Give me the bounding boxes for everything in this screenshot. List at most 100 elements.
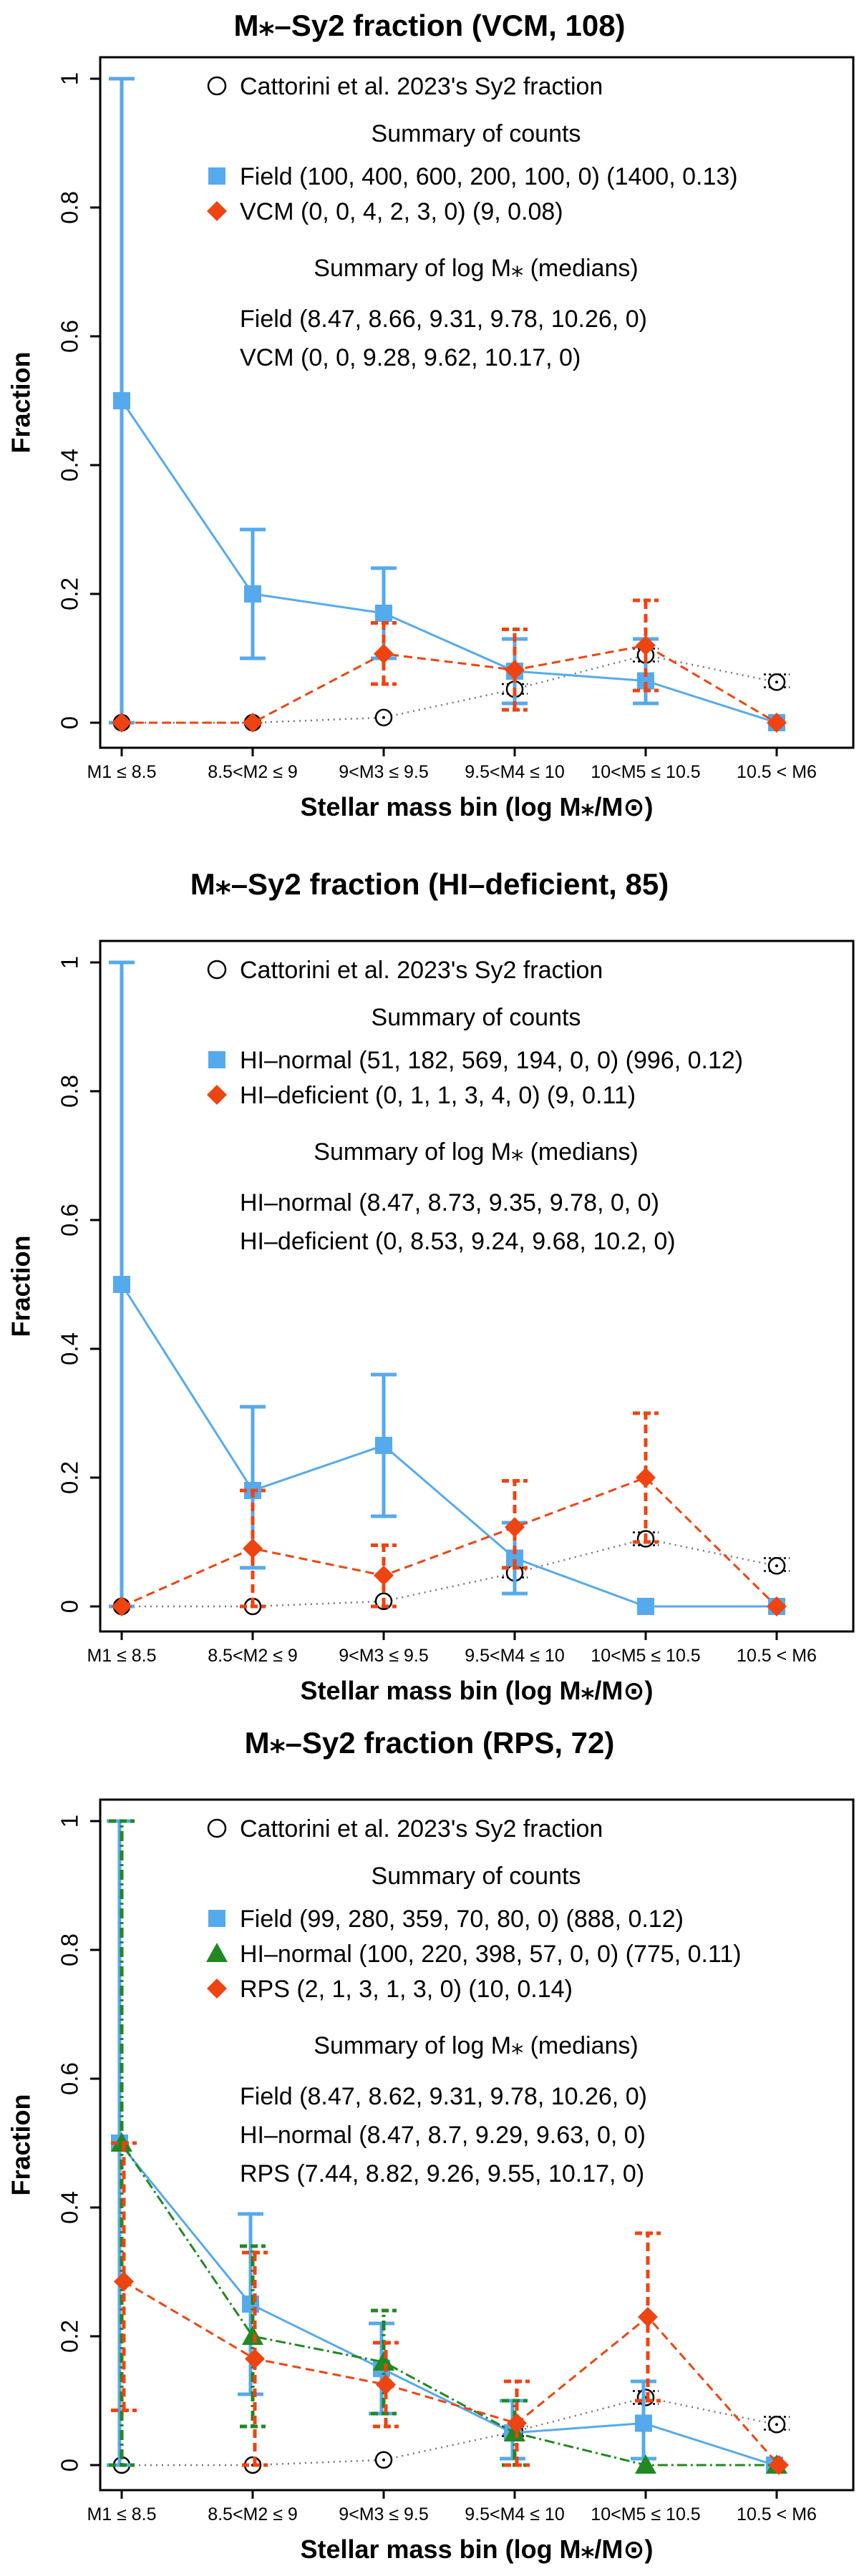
medians-heading: Summary of log M⁎ (medians): [314, 2032, 638, 2059]
y-axis-label: Fraction: [6, 2094, 36, 2195]
legend-count-line: HI–normal (100, 220, 398, 57, 0, 0) (775…: [240, 1941, 742, 1968]
legend-median-line: RPS (7.44, 8.82, 9.26, 9.55, 10.17, 0): [240, 2160, 644, 2187]
data-point: [504, 2422, 525, 2441]
y-tick-label: 0.2: [57, 1461, 83, 1494]
y-tick-label: 1: [57, 1815, 83, 1828]
y-tick-label: 0.8: [57, 1933, 83, 1966]
data-point: [767, 713, 787, 733]
legend-reference-marker: [207, 960, 227, 980]
x-tick-label: 9<M3 ≤ 9.5: [339, 762, 429, 782]
x-tick-label: 10<M5 ≤ 10.5: [591, 762, 700, 782]
reference-line: [122, 2396, 777, 2467]
x-tick-label: M1 ≤ 8.5: [87, 2504, 156, 2524]
x-tick-label: 9.5<M4 ≤ 10: [465, 1646, 565, 1666]
legend-count-line: RPS (2, 1, 3, 1, 3, 0) (10, 0.14): [240, 1976, 573, 2003]
data-point: [112, 713, 132, 733]
plot-frame: [99, 56, 855, 749]
x-axis-label: Stellar mass bin (log M⁎/M⊙): [300, 1676, 653, 1705]
data-point: [375, 1437, 392, 1454]
data-point: [375, 605, 392, 622]
series-line-2: [120, 2142, 777, 2467]
data-point: [113, 392, 130, 409]
legend-marker: [207, 1085, 227, 1105]
x-tick-label: 9.5<M4 ≤ 10: [465, 762, 565, 782]
legend-count-line: Field (99, 280, 359, 70, 80, 0) (888, 0.…: [240, 1906, 684, 1933]
legend-marker: [208, 1051, 225, 1068]
x-tick-label: M1 ≤ 8.5: [87, 1646, 156, 1666]
chart-panel-2: M⁎–Sy2 fraction (HI–deficient, 85) 0 0.2 0.…: [6, 867, 855, 1705]
legend-marker: [206, 1943, 228, 1962]
counts-heading: Summary of counts: [372, 120, 581, 147]
x-tick-label: M1 ≤ 8.5: [87, 762, 156, 782]
x-tick-label: 10<M5 ≤ 10.5: [591, 1646, 700, 1666]
counts-heading: Summary of counts: [372, 1863, 581, 1890]
y-axis-label: Fraction: [6, 1235, 36, 1337]
y-tick-label: 1: [57, 72, 83, 85]
x-tick-label: 8.5<M2 ≤ 9: [208, 2504, 298, 2524]
y-tick-label: 0.2: [57, 2320, 83, 2353]
reference-point-center: [382, 716, 385, 719]
plot-frame: [99, 1798, 855, 2492]
legend-marker: [208, 167, 225, 185]
data-point: [636, 1468, 656, 1488]
data-point: [374, 1565, 394, 1586]
x-tick-label: 8.5<M2 ≤ 9: [208, 1646, 298, 1666]
reference-point-center: [382, 2458, 385, 2462]
legend-reference-marker: [207, 76, 227, 96]
data-point: [113, 1276, 130, 1293]
x-tick-label: 10.5 < M6: [737, 1646, 817, 1666]
data-point: [114, 2271, 134, 2292]
legend: Cattorini et al. 2023's Sy2 fraction Summ…: [207, 73, 738, 371]
data-point: [373, 2351, 394, 2371]
data-point: [635, 2414, 652, 2432]
y-axis-label: Fraction: [6, 351, 36, 453]
x-tick-label: 10.5 < M6: [737, 762, 817, 782]
x-axis-label: Stellar mass bin (log M⁎/M⊙): [300, 792, 653, 821]
y-tick-label: 0.4: [57, 1332, 83, 1365]
reference-line: [122, 654, 777, 724]
legend-median-line: VCM (0, 0, 9.28, 9.62, 10.17, 0): [240, 344, 581, 371]
data-point: [244, 585, 261, 602]
y-tick-label: 0.4: [57, 2191, 83, 2224]
data-point: [243, 1538, 263, 1558]
legend-count-line: HI–normal (51, 182, 569, 194, 0, 0) (996…: [240, 1047, 743, 1074]
chart-title: M⁎–Sy2 fraction (HI–deficient, 85): [190, 867, 669, 901]
y-tick-label: 0.4: [57, 449, 83, 482]
legend-median-line: HI–normal (8.47, 8.73, 9.35, 9.78, 0, 0): [240, 1189, 659, 1216]
x-tick-label: 9.5<M4 ≤ 10: [465, 2504, 565, 2524]
y-tick-label: 0.6: [57, 1204, 83, 1236]
x-tick-label: 10.5 < M6: [737, 2504, 817, 2524]
legend-reference-label: Cattorini et al. 2023's Sy2 fraction: [240, 957, 603, 984]
legend: Cattorini et al. 2023's Sy2 fraction Summ…: [207, 957, 743, 1255]
reference-point-center: [775, 680, 778, 684]
data-point: [507, 2413, 527, 2434]
chart-title: M⁎–Sy2 fraction (VCM, 108): [233, 9, 625, 42]
x-axis-label: Stellar mass bin (log M⁎/M⊙): [300, 2534, 653, 2564]
data-point: [374, 643, 394, 664]
legend-median-line: HI–normal (8.47, 8.7, 9.29, 9.63, 0, 0): [240, 2122, 646, 2149]
data-point: [769, 2455, 789, 2475]
x-tick-label: 9<M3 ≤ 9.5: [339, 2504, 429, 2524]
reference-line: [122, 1538, 777, 1608]
reference-point-center: [775, 2423, 778, 2426]
chart-panel-1: M⁎–Sy2 fraction (VCM, 108) 0 0.2 0.4 0.6 0.8 1…: [6, 9, 855, 821]
data-point: [637, 1598, 654, 1615]
y-tick-label: 0.6: [57, 320, 83, 353]
medians-heading: Summary of log M⁎ (medians): [314, 1138, 638, 1166]
y-tick-label: 0: [57, 2459, 83, 2472]
counts-heading: Summary of counts: [372, 1004, 581, 1031]
data-point: [505, 660, 525, 680]
y-tick-label: 1: [57, 956, 83, 969]
data-point: [635, 2454, 656, 2474]
legend-marker: [207, 201, 227, 221]
data-point: [112, 1596, 132, 1616]
legend-count-line: HI–deficient (0, 1, 1, 3, 4, 0) (9, 0.11…: [240, 1082, 636, 1109]
legend-median-line: Field (8.47, 8.62, 9.31, 9.78, 10.26, 0): [240, 2083, 647, 2110]
x-tick-label: 10<M5 ≤ 10.5: [591, 2504, 700, 2524]
y-tick-label: 0: [57, 1600, 83, 1613]
series-line-1: [120, 1284, 777, 1608]
legend-marker: [207, 1979, 227, 1999]
medians-heading: Summary of log M⁎ (medians): [314, 255, 638, 282]
plot-frame: [99, 940, 855, 1633]
